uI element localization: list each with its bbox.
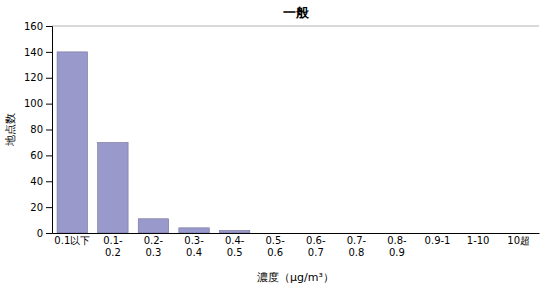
frame-top [52,26,539,27]
x-tick: 1-10 [467,235,490,246]
x-tick-label-line: 0.2 [105,247,121,258]
y-tick-mark [46,52,52,53]
bar [503,233,533,234]
x-tick-label: 0.9-1 [425,235,451,246]
y-tick: 100 [24,98,52,109]
x-tick-label-line: 0.2- [144,235,164,246]
x-tick: 0.6-0.7 [306,235,326,258]
bar [341,233,371,234]
bar [260,233,290,234]
x-tick: 0.1以下 [54,235,90,246]
x-tick: 0.5-0.6 [265,235,285,258]
y-tick-label: 20 [30,202,43,213]
y-tick-label: 160 [24,21,43,32]
y-axis-line [46,27,53,234]
y-tick-mark [46,207,52,208]
x-tick-label: 0.2-0.3 [144,235,164,258]
x-tick-label-line: 10超 [507,235,530,246]
title: 一般 [283,5,310,20]
bar [301,233,331,234]
y-tick: 160 [24,21,52,32]
y-tick: 40 [30,176,52,187]
x-tick-label: 0.3-0.4 [184,235,204,258]
x-tick-label-line: 0.5 [227,247,243,258]
y-tick: 0 [37,228,52,239]
bar [179,228,209,233]
x-tick-label-line: 0.6- [306,235,326,246]
x-tick: 0.1-0.2 [103,235,123,258]
x-axis-title: 濃度（μg/m³） [257,271,334,284]
x-tick-label-line: 0.4- [225,235,245,246]
x-tick-label-line: 0.8 [348,247,364,258]
y-tick-label: 100 [24,98,43,109]
y-tick-mark [46,233,52,234]
y-tick-label: 0 [37,228,43,239]
plot: 0204060801001201401600.1以下0.1-0.20.2-0.3… [24,21,540,258]
x-tick-label-line: 0.3- [184,235,204,246]
y-tick-label: 80 [30,124,43,135]
x-tick-label: 0.4-0.5 [225,235,245,258]
y-tick-label: 40 [30,176,43,187]
x-tick: 10超 [507,235,530,246]
x-tick-label-line: 0.1- [103,235,123,246]
x-tick: 0.4-0.5 [225,235,245,258]
x-tick-label-line: 0.8- [387,235,407,246]
x-tick-label: 0.6-0.7 [306,235,326,258]
y-tick: 60 [30,150,52,161]
x-tick: 0.9-1 [425,235,451,246]
y-tick: 120 [24,72,52,83]
y-tick: 20 [30,202,52,213]
y-axis-title: 地点数 [4,113,17,147]
y-tick-mark [46,104,52,105]
bar [138,219,168,233]
x-axis-line [53,233,540,234]
x-tick-label-line: 0.1以下 [54,235,90,246]
x-tick-label-line: 0.5- [265,235,285,246]
y-tick-mark [46,78,52,79]
x-tick-label: 10超 [507,235,530,246]
chart-container: 0204060801001201401600.1以下0.1-0.20.2-0.3… [0,0,553,289]
bars [57,52,250,233]
y-tick: 140 [24,47,52,58]
x-tick: 0.8-0.9 [387,235,407,258]
x-tick: 0.7-0.8 [347,235,367,258]
y-tick-label: 60 [30,150,43,161]
y-tick-label: 120 [24,72,43,83]
x-tick-label-line: 0.4 [186,247,202,258]
y-tick-mark [46,181,52,182]
x-tick-label-line: 0.7 [308,247,324,258]
x-tick: 0.3-0.4 [184,235,204,258]
x-tick-label-line: 1-10 [467,235,490,246]
chart-svg: 0204060801001201401600.1以下0.1-0.20.2-0.3… [0,0,553,289]
x-tick: 0.2-0.3 [144,235,164,258]
bar [57,52,87,233]
x-tick-label: 0.7-0.8 [347,235,367,258]
bar [219,230,249,233]
x-tick-label-line: 0.9-1 [425,235,451,246]
x-axis: 0.1以下0.1-0.20.2-0.30.3-0.40.4-0.50.5-0.6… [53,234,540,258]
x-tick-label: 0.5-0.6 [265,235,285,258]
x-tick-label-line: 0.7- [347,235,367,246]
y-tick-mark [46,26,52,27]
y-axis: 0 20 40 60 80 100 120 140 160 [24,21,53,239]
bar [422,233,452,234]
y-tick-label: 140 [24,47,43,58]
x-tick-label-line: 0.3 [146,247,162,258]
x-tick-label: 0.8-0.9 [387,235,407,258]
bar [463,233,493,234]
x-tick-label: 0.1-0.2 [103,235,123,258]
bar [98,142,128,233]
y-tick-mark [46,155,52,156]
x-tick-label-line: 0.9 [389,247,405,258]
x-tick-label: 0.1以下 [54,235,90,246]
x-tick-label: 1-10 [467,235,490,246]
y-tick-mark [46,130,52,131]
y-tick: 80 [30,124,52,135]
bar [382,233,412,234]
x-tick-label-line: 0.6 [267,247,283,258]
